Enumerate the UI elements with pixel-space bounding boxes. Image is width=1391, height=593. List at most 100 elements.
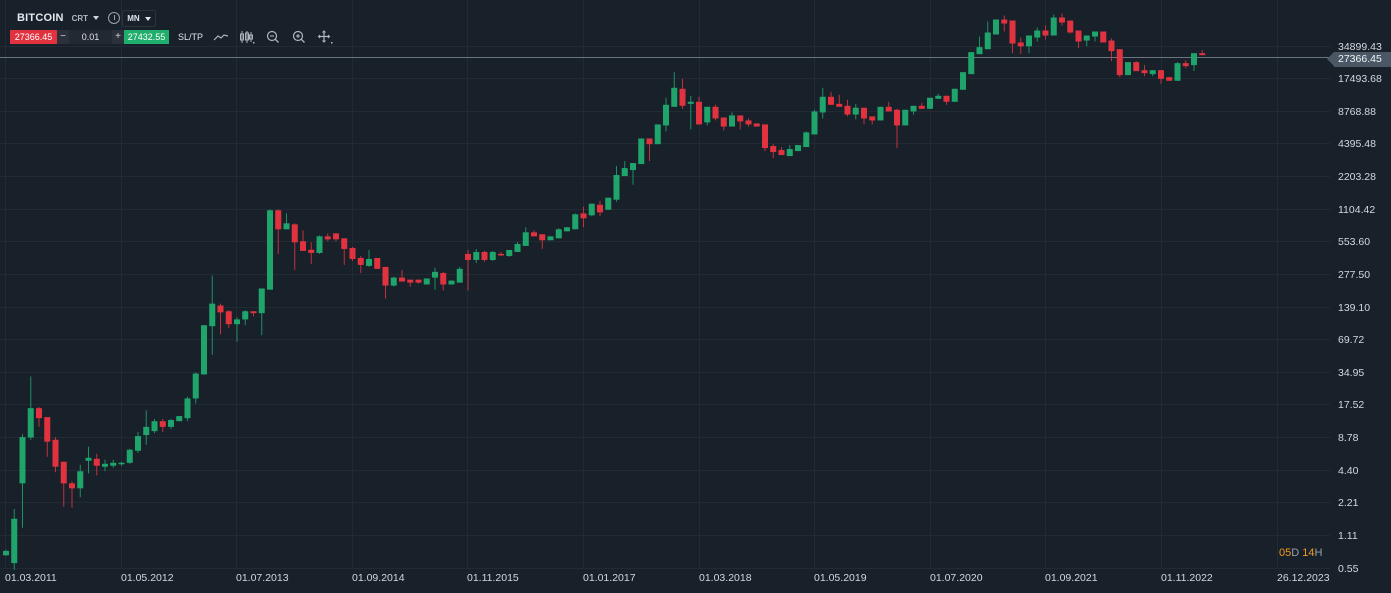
price-tick-label: 553.60: [1338, 235, 1371, 248]
crosshair-icon[interactable]: [317, 30, 333, 44]
bullish-candle: [555, 229, 562, 239]
bearish-candle: [531, 232, 537, 237]
bullish-candle: [234, 319, 240, 325]
bullish-candle: [663, 104, 669, 126]
bullish-candle: [176, 416, 183, 422]
bullish-candle: [984, 32, 991, 50]
bullish-candle: [423, 278, 430, 285]
bearish-candle: [465, 253, 471, 260]
bullish-candle: [902, 109, 909, 126]
bearish-candle: [357, 257, 364, 265]
bearish-candle: [1182, 63, 1189, 67]
bullish-candle: [209, 303, 216, 327]
bearish-candle: [869, 116, 876, 121]
price-tick-label: 4.40: [1338, 464, 1359, 477]
bullish-candle: [192, 373, 199, 399]
countdown-hours-unit: H: [1314, 547, 1323, 559]
quantity-decrease-button[interactable]: −: [57, 30, 69, 44]
bullish-candle: [605, 197, 612, 210]
bearish-candle: [737, 115, 744, 122]
bearish-candle: [844, 105, 851, 115]
bearish-candle: [44, 417, 51, 442]
symbol-type: CRT: [71, 13, 89, 23]
bullish-candle: [786, 149, 793, 157]
zoom-in-icon[interactable]: [291, 30, 307, 44]
bearish-candle: [374, 257, 381, 269]
bullish-candle: [1026, 35, 1032, 47]
bearish-candle: [52, 439, 59, 467]
bullish-candle: [118, 462, 125, 465]
bullish-candle: [993, 19, 999, 35]
time-tick-label: 01.05.2019: [814, 572, 867, 584]
bearish-candle: [770, 146, 777, 153]
bullish-candle: [85, 457, 92, 461]
bearish-candle: [778, 150, 785, 156]
bullish-candle: [102, 463, 108, 467]
bearish-candle: [580, 213, 587, 219]
bullish-candle: [151, 421, 158, 432]
bullish-candle: [184, 398, 191, 419]
sell-button[interactable]: 27366.45: [10, 30, 57, 44]
buy-button[interactable]: 27432.55: [124, 30, 169, 44]
bullish-candle: [935, 95, 942, 99]
bullish-candle: [630, 163, 636, 171]
sltp-button[interactable]: SL/TP: [178, 32, 204, 42]
bearish-candle: [1141, 70, 1148, 74]
chart-grid: [0, 0, 1330, 569]
time-tick-label: 01.03.2011: [5, 572, 57, 584]
bullish-candle: [126, 449, 133, 463]
quantity-input[interactable]: 0.01: [69, 30, 112, 44]
countdown-days-unit: D: [1291, 547, 1300, 559]
bullish-candle: [572, 214, 579, 230]
quantity-increase-button[interactable]: +: [112, 30, 124, 44]
bullish-candle: [1191, 53, 1197, 66]
zoom-out-icon[interactable]: [265, 30, 281, 44]
price-tick-label: 8768.88: [1338, 105, 1376, 118]
bearish-candle: [1116, 49, 1123, 76]
bearish-candle: [341, 238, 348, 249]
bullish-candle: [638, 138, 645, 165]
bullish-candle: [390, 277, 397, 286]
info-icon[interactable]: [108, 12, 121, 24]
price-tick-label: 4395.48: [1338, 137, 1376, 150]
bullish-candle: [242, 311, 249, 320]
bullish-candle: [976, 47, 983, 55]
bullish-candle: [1174, 63, 1181, 81]
time-tick-label: 01.03.2018: [699, 572, 752, 584]
bullish-candle: [704, 106, 711, 123]
timeframe-select[interactable]: MN: [122, 10, 156, 27]
time-tick-label: 01.09.2014: [352, 572, 405, 584]
bullish-candle: [432, 271, 438, 278]
bearish-candle: [1059, 17, 1065, 23]
bearish-candle: [291, 224, 298, 243]
bearish-candle: [720, 117, 727, 127]
bearish-candle: [382, 266, 389, 286]
bullish-candle: [514, 243, 521, 252]
bearish-candle: [918, 105, 925, 109]
bullish-candle: [621, 168, 628, 177]
countdown-days: 05: [1279, 547, 1292, 559]
time-tick-label: 01.07.2020: [930, 572, 983, 584]
bearish-candle: [498, 253, 504, 256]
price-tag-background: [1334, 52, 1391, 67]
bullish-candle: [201, 325, 207, 375]
chevron-down-icon[interactable]: [93, 16, 100, 20]
bullish-candle: [613, 175, 620, 200]
bearish-candle: [308, 249, 315, 253]
bearish-candle: [275, 210, 282, 230]
bearish-candle: [885, 106, 892, 112]
current-price-label: 27366.45: [1338, 53, 1382, 65]
bearish-candle: [1166, 77, 1173, 81]
bearish-candle: [69, 483, 75, 489]
price-tag-arrow: [1327, 52, 1334, 66]
bearish-candle: [250, 311, 257, 314]
price-tick-label: 8.78: [1338, 431, 1359, 444]
bearish-candle: [324, 236, 331, 240]
bullish-candle: [811, 111, 818, 135]
bullish-candle: [1050, 17, 1057, 36]
line-chart-icon[interactable]: [213, 30, 229, 44]
bearish-candle: [159, 421, 166, 427]
candlestick-icon[interactable]: [239, 30, 255, 44]
price-tick-label: 2203.28: [1338, 170, 1376, 183]
